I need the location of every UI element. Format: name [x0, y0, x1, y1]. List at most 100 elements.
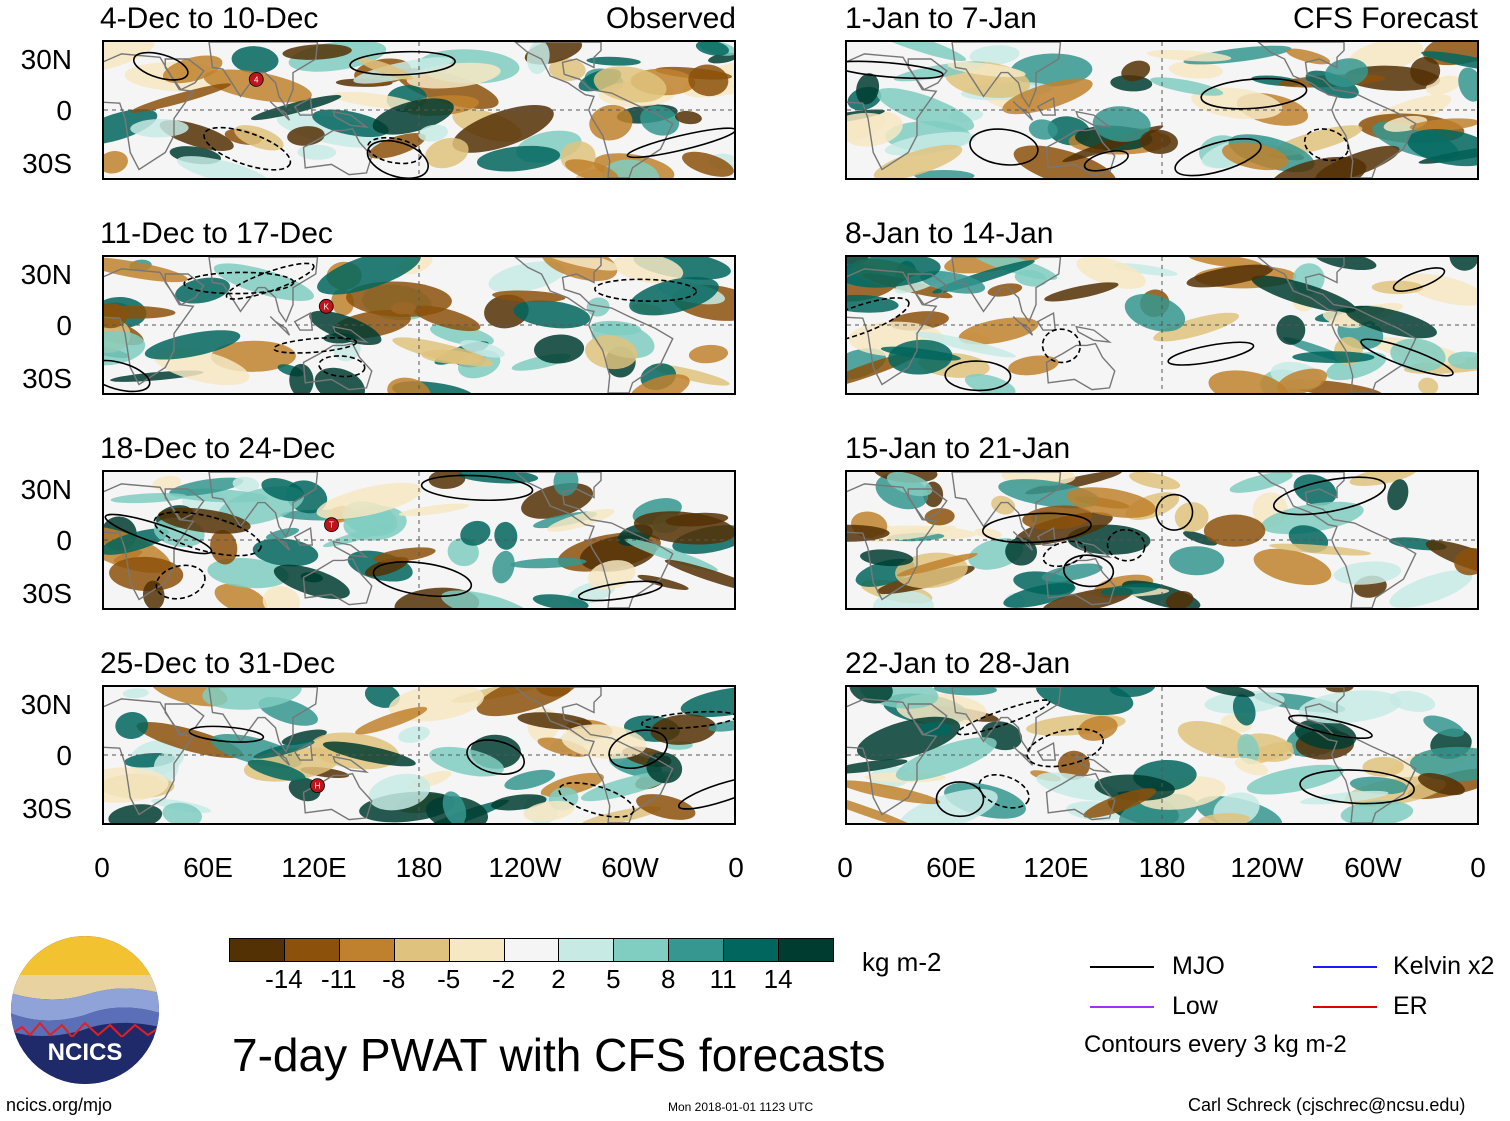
lon-label: 120E	[1023, 852, 1089, 883]
coastline	[332, 755, 369, 773]
main-title: 7-day PWAT with CFS forecasts	[232, 1029, 886, 1081]
anomaly-shading	[1407, 129, 1477, 167]
anomaly-shading	[1449, 257, 1477, 271]
legend-label-er: ER	[1393, 992, 1428, 1020]
coastline	[951, 687, 1062, 754]
colorbar-tick-label: -11	[320, 964, 357, 994]
cfs-forecast-label: CFS Forecast	[1292, 2, 1478, 35]
mjo-contour	[981, 512, 1092, 544]
anomaly-shading	[346, 281, 452, 317]
colorbar-tick-label: 8	[661, 964, 676, 994]
anomaly-shading	[1186, 264, 1274, 288]
anomaly-shading	[104, 330, 146, 366]
mjo-contour	[1155, 493, 1194, 531]
lon-label: 180	[1138, 852, 1186, 883]
anomaly-shading	[517, 712, 592, 730]
anomaly-shading	[316, 482, 423, 520]
anomaly-shading	[441, 590, 533, 608]
anomaly-shading	[1035, 687, 1134, 716]
anomaly-shading	[1076, 257, 1146, 289]
colorbar-swatch	[448, 938, 505, 962]
anomaly-shading	[873, 144, 963, 178]
anomaly-shading	[958, 317, 1039, 345]
anomaly-shading	[1204, 687, 1255, 697]
anomaly-shading	[368, 773, 431, 811]
coastline	[269, 530, 291, 551]
mjo-contour	[956, 699, 1051, 736]
colorbar-tick-label: 2	[551, 964, 566, 994]
anomaly-shading	[1454, 547, 1477, 576]
map-panel-obs-2: K	[102, 255, 736, 395]
mjo-contour	[1063, 554, 1115, 588]
coastline	[907, 488, 948, 521]
anomaly-shading	[523, 800, 575, 822]
anomaly-shading	[1458, 67, 1477, 102]
anomaly-shading	[247, 759, 306, 782]
anomaly-shading	[680, 687, 734, 718]
mjo-contour	[1288, 714, 1373, 740]
anomaly-shading	[849, 687, 893, 704]
coastline	[1045, 772, 1116, 821]
lat-label: 30N	[20, 689, 72, 720]
anomaly-shading	[492, 550, 515, 584]
anomaly-shading	[452, 105, 554, 153]
anomaly-shading	[553, 472, 579, 497]
observed-label: Observed	[605, 2, 736, 35]
colorbar-swatch	[393, 938, 450, 962]
anomaly-shading	[1418, 773, 1465, 796]
anomaly-shading	[510, 557, 587, 569]
mjo-contour	[466, 739, 525, 775]
anomaly-shading	[504, 769, 556, 790]
anomaly-shading	[276, 112, 384, 148]
legend-line-er	[1313, 1006, 1377, 1008]
anomaly-shading	[387, 377, 431, 393]
anomaly-shading	[1022, 505, 1093, 530]
lon-label: 120E	[281, 852, 347, 883]
anomaly-shading	[895, 737, 997, 781]
anomaly-shading	[373, 547, 436, 563]
anomaly-shading	[1066, 487, 1156, 518]
mjo-contour	[272, 336, 358, 354]
anomaly-shading	[1121, 60, 1151, 82]
anomaly-shading	[136, 722, 243, 759]
mjo-contour	[626, 127, 734, 159]
lat-label: 30S	[22, 793, 72, 824]
anomaly-shading	[418, 124, 449, 142]
anomaly-shading	[1237, 733, 1260, 765]
coastline	[951, 472, 1062, 539]
anomaly-shading	[104, 303, 128, 329]
anomaly-shading	[1078, 715, 1118, 741]
anomaly-shading	[1340, 800, 1414, 823]
lon-label: 0	[728, 852, 744, 883]
anomaly-shading	[1110, 75, 1153, 92]
lat-label: 30N	[20, 474, 72, 505]
anomaly-shading	[265, 527, 300, 540]
anomaly-shading	[1410, 56, 1441, 86]
coastline	[164, 273, 205, 306]
mjo-contour	[349, 50, 456, 76]
coastline	[302, 127, 373, 176]
lon-label: 0	[94, 852, 110, 883]
coastline	[332, 540, 369, 558]
anomaly-shading	[1168, 546, 1225, 576]
anomaly-shading	[202, 687, 302, 710]
anomaly-shading	[1349, 776, 1408, 795]
anomaly-shading	[428, 472, 466, 489]
storm-marker: T	[329, 521, 334, 530]
anomaly-shading	[104, 42, 155, 74]
anomaly-shading	[1014, 269, 1048, 287]
anomaly-shading	[104, 150, 128, 174]
anomaly-shading	[1094, 774, 1175, 801]
anomaly-shading	[1041, 563, 1103, 582]
coastline	[293, 311, 314, 331]
coastline	[1036, 96, 1057, 116]
footer-url[interactable]: ncics.org/mjo	[6, 1095, 113, 1115]
mjo-contour	[1299, 769, 1415, 805]
anomaly-shading	[398, 503, 469, 517]
anomaly-shading	[886, 472, 933, 497]
anomaly-shading	[674, 110, 702, 125]
coastline	[208, 257, 319, 324]
coastline	[164, 58, 205, 91]
legend-label-low: Low	[1172, 992, 1218, 1020]
anomaly-shading	[158, 507, 251, 534]
